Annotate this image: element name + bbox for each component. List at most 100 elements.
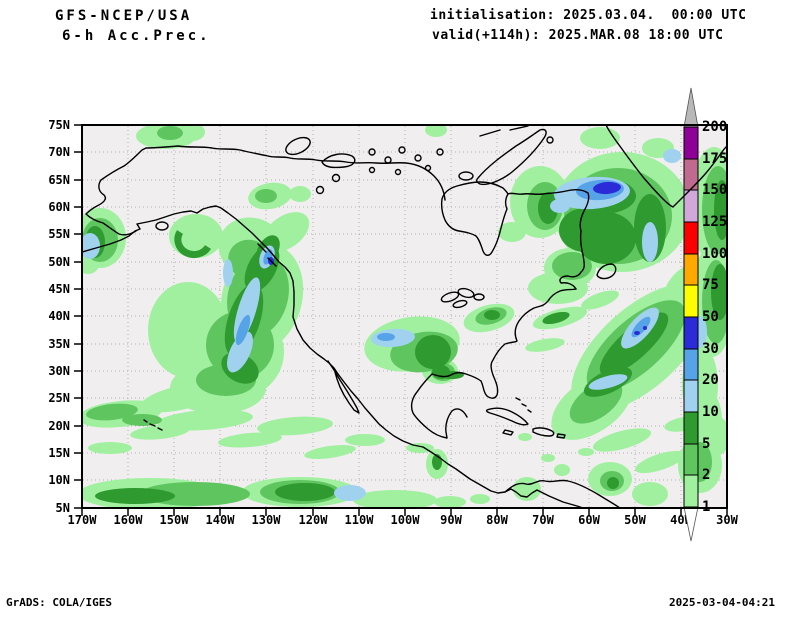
colorbar-tick-label: 1: [702, 499, 710, 515]
lat-label: 5N: [56, 501, 70, 515]
precip-1-2mm-shape: [541, 454, 555, 462]
precip-1-2mm-shape: [434, 496, 466, 507]
precip-5-10mm-shape: [275, 483, 335, 501]
lon-label: 170W: [68, 513, 98, 527]
lat-label: 15N: [48, 446, 70, 460]
coastline-layer-shape: [285, 136, 311, 156]
precip-1-2mm-shape: [425, 126, 447, 137]
coastline-layer-shape: [546, 136, 554, 144]
coastline-layer-shape: [556, 433, 566, 439]
precip-10-20mm-shape: [223, 259, 233, 287]
colorbar-tick-label: 125: [702, 214, 727, 230]
coastline-layer-shape: [368, 148, 376, 156]
precip-2-5mm-shape: [255, 189, 277, 203]
lat-axis-labels: 75N 70N 65N 60N 55N 50N 45N 40N 35N 30N …: [48, 118, 70, 515]
coastline-layer-shape: [384, 156, 392, 164]
lat-label: 65N: [48, 173, 70, 187]
precip-1-2mm-shape: [140, 383, 220, 413]
lon-label: 30W: [716, 513, 738, 527]
coastline-layer-shape: [155, 221, 169, 231]
axis-ticks: [74, 124, 728, 516]
precip-1-2mm-shape: [289, 186, 311, 202]
coastline-layer-shape: [440, 291, 460, 303]
precip-10-20mm-shape: [334, 485, 366, 501]
colorbar-tick-label: 50: [702, 309, 719, 325]
colorbar-over-arrow: [683, 87, 699, 128]
precip-10-20mm-shape: [588, 374, 628, 390]
lon-label: 140W: [206, 513, 236, 527]
coastline-layer-shape: [331, 173, 341, 183]
precip-1-2mm-shape: [592, 428, 652, 452]
init-time-label: initialisation: 2025.03.04. 00:00 UTC: [430, 8, 747, 23]
precip-1-2mm-shape: [88, 442, 132, 454]
lon-label: 100W: [391, 513, 421, 527]
precip-5-10mm-shape: [714, 180, 726, 240]
coastline-layer-shape: [479, 126, 529, 137]
colorbar-labels: 1 2 5 10 20 30 50 75 100 125 150 175 200: [702, 119, 727, 515]
lon-label: 120W: [299, 513, 329, 527]
lat-label: 20N: [48, 419, 70, 433]
coastline-layer-shape: [452, 299, 468, 309]
lat-label: 50N: [48, 255, 70, 269]
coastline-layer-shape: [414, 154, 422, 162]
lat-label: 25N: [48, 391, 70, 405]
model-title: GFS-NCEP/USA: [55, 8, 193, 24]
precip-5-10mm-shape: [542, 311, 570, 325]
lon-label: 130W: [252, 513, 282, 527]
colorbar-tick-label: 75: [702, 277, 719, 293]
lon-label: 150W: [160, 513, 190, 527]
lon-label: 60W: [578, 513, 600, 527]
precip-1-2mm-shape: [257, 416, 333, 436]
precip-1-2mm-shape: [498, 222, 526, 242]
coastline-layer-shape: [83, 205, 339, 375]
lon-label: 70W: [532, 513, 554, 527]
coastline-layer-shape: [458, 171, 474, 181]
lon-label: 160W: [114, 513, 144, 527]
precip-5-10mm-shape: [711, 264, 726, 320]
coastline-layer-shape: [605, 126, 726, 208]
colorbar: [683, 87, 699, 542]
lon-label: 90W: [440, 513, 462, 527]
colorbar-tick-label: 20: [702, 372, 719, 388]
coastline-layer-shape: [504, 479, 620, 507]
precip-10-20mm-shape: [227, 331, 253, 373]
colorbar-tick-label: 10: [702, 404, 719, 420]
lat-label: 35N: [48, 337, 70, 351]
coastline-layer-shape: [424, 164, 432, 172]
precip-1-2mm-shape: [632, 482, 668, 506]
coastline-layer-shape: [85, 145, 446, 236]
coastline-layer-shape: [596, 263, 617, 280]
precip-10-20mm-shape: [663, 149, 681, 163]
precip-1-2mm-shape: [528, 272, 588, 304]
coastline-layer-shape: [337, 373, 583, 507]
colorbar-cell: [683, 221, 699, 255]
precip-5-10mm-shape: [538, 192, 558, 224]
lon-axis-labels: 170W 160W 150W 140W 130W 120W 110W 100W …: [68, 513, 739, 527]
precip-5-10mm-shape: [415, 335, 451, 369]
precip-10-20mm-shape: [83, 233, 100, 259]
colorbar-tick-label: 100: [702, 246, 727, 262]
coastline-layer-shape: [436, 148, 444, 156]
coastline-layer-shape: [476, 128, 547, 186]
colorbar-cell: [683, 474, 699, 508]
coastline-layer-shape: [368, 166, 376, 174]
coastline-layer-shape: [485, 407, 529, 426]
coastline-layer: [83, 126, 726, 507]
precip-2-5mm-shape: [157, 126, 183, 140]
lat-label: 75N: [48, 118, 70, 132]
lon-label: 50W: [624, 513, 646, 527]
precip-1-2mm-shape: [353, 490, 437, 507]
precip-30-50mm-shape: [593, 181, 621, 195]
colorbar-cell: [683, 348, 699, 381]
precip-1-2mm-shape: [179, 126, 205, 141]
coastline-layer-shape: [457, 287, 475, 299]
coastline-layer-shape: [327, 360, 360, 414]
lon-label: 80W: [486, 513, 508, 527]
coastline-layer-shape: [473, 293, 485, 301]
colorbar-cell: [683, 379, 699, 413]
colorbar-tick-label: 175: [702, 151, 727, 167]
precip-20-30mm-shape: [377, 333, 395, 341]
precip-5-10mm-shape: [607, 477, 619, 489]
